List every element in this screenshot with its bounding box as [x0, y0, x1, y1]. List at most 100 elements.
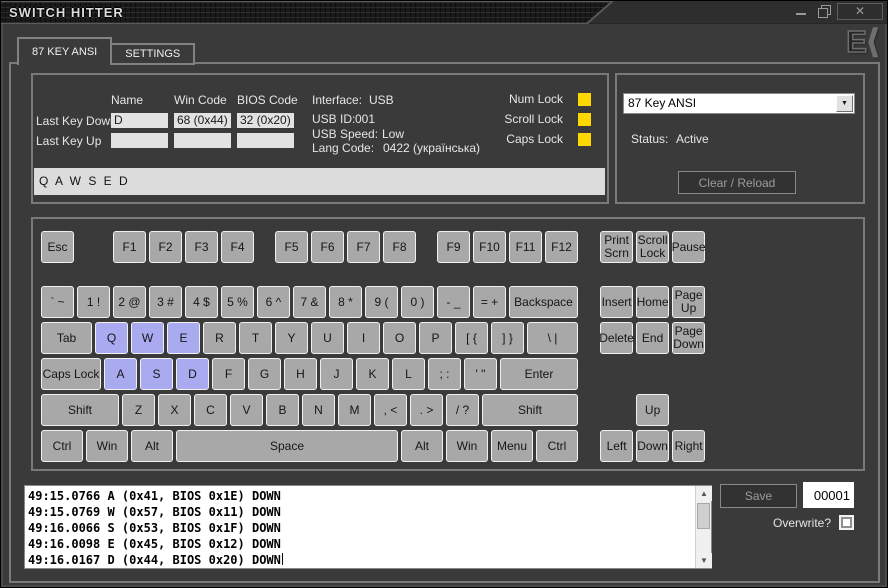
- overwrite-checkbox[interactable]: [839, 515, 854, 530]
- key-j: J: [320, 358, 353, 390]
- key-bracket-left: [ {: [455, 322, 488, 354]
- key-1: 1 !: [77, 286, 110, 318]
- tab-87-key-ansi[interactable]: 87 KEY ANSI: [17, 37, 113, 65]
- key-page-down: Page Down: [672, 322, 706, 354]
- key-space: Space: [176, 430, 398, 462]
- save-button[interactable]: Save: [720, 484, 797, 508]
- key-0: 0 ): [401, 286, 434, 318]
- key-6: 6 ^: [257, 286, 290, 318]
- key-slash: / ?: [446, 394, 479, 426]
- scrollbar-thumb[interactable]: [697, 503, 710, 529]
- last-key-down-name-field: D: [111, 113, 168, 128]
- key-alt: Alt: [131, 430, 173, 462]
- key-l: L: [392, 358, 425, 390]
- key-f7: F7: [347, 231, 380, 263]
- key-n: N: [302, 394, 335, 426]
- key-pause: Pause: [672, 231, 706, 263]
- key-enter: Enter: [500, 358, 578, 390]
- clear-reload-button[interactable]: Clear / Reload: [678, 171, 796, 194]
- key-backslash: \ |: [527, 322, 578, 354]
- key-m: M: [338, 394, 371, 426]
- minimize-button[interactable]: [789, 3, 813, 20]
- key-backtick: ` ~: [41, 286, 74, 318]
- last-key-up-win-field: [174, 133, 231, 148]
- key-8: 8 *: [329, 286, 362, 318]
- caps-lock-label: Caps Lock: [506, 132, 563, 146]
- log-line: 49:16.0066 S (0x53, BIOS 0x1F) DOWN: [28, 521, 281, 535]
- key-y: Y: [275, 322, 308, 354]
- key-k: K: [356, 358, 389, 390]
- layout-dropdown[interactable]: 87 Key ANSI ▼: [623, 93, 855, 114]
- key-9: 9 (: [365, 286, 398, 318]
- logo-chevron-icon: ⟨: [866, 24, 880, 60]
- key-ctrl-right: Ctrl: [536, 430, 578, 462]
- key-minus: - _: [437, 286, 470, 318]
- key-f: F: [212, 358, 245, 390]
- key-period: . >: [410, 394, 443, 426]
- key-quote: ' ": [464, 358, 497, 390]
- caps-lock-indicator: [578, 132, 591, 146]
- usb-speed-value: Low: [382, 127, 405, 141]
- key-i: I: [347, 322, 380, 354]
- key-down: Down: [636, 430, 670, 462]
- key-f2: F2: [149, 231, 182, 263]
- text-caret: [281, 553, 283, 565]
- close-icon: ✕: [854, 4, 866, 18]
- usb-speed-label: USB Speed:: [312, 127, 379, 141]
- column-header-name: Name: [111, 93, 144, 107]
- key-f3: F3: [185, 231, 218, 263]
- scroll-down-icon[interactable]: ▼: [696, 553, 712, 568]
- scroll-up-icon[interactable]: ▲: [696, 486, 712, 501]
- num-lock-indicator: [578, 92, 591, 106]
- status-label: Status:: [631, 132, 669, 146]
- key-f12: F12: [545, 231, 578, 263]
- keyboard: Esc F1 F2 F3 F4 F5 F6 F7 F8 F9 F10 F11 F12 Print Scrn…: [31, 217, 865, 471]
- status-value: Active: [676, 132, 709, 146]
- last-key-up-name-field: [111, 133, 168, 148]
- key-right: Right: [672, 430, 706, 462]
- key-w: W: [131, 322, 164, 354]
- key-insert: Insert: [600, 286, 634, 318]
- key-4: 4 $: [185, 286, 218, 318]
- key-shift: Shift: [41, 394, 119, 426]
- close-button[interactable]: ✕: [837, 2, 883, 20]
- key-semicolon: ; :: [428, 358, 461, 390]
- key-bracket-right: ] }: [491, 322, 524, 354]
- key-f1: F1: [113, 231, 146, 263]
- key-f10: F10: [473, 231, 506, 263]
- usb-id-value: 001: [355, 112, 376, 126]
- key-d: D: [176, 358, 209, 390]
- key-menu: Menu: [491, 430, 533, 462]
- scroll-lock-indicator: [578, 112, 591, 126]
- dropdown-arrow-icon[interactable]: ▼: [836, 95, 853, 112]
- title-bar[interactable]: SWITCH HITTER ✕: [1, 1, 887, 24]
- key-delete: Delete: [599, 322, 634, 354]
- log-scrollbar[interactable]: ▲ ▼: [695, 486, 712, 568]
- key-a: A: [104, 358, 137, 390]
- last-key-up-label: Last Key Up: [36, 134, 102, 148]
- key-ctrl: Ctrl: [41, 430, 83, 462]
- key-q: Q: [95, 322, 128, 354]
- restore-button[interactable]: [813, 3, 837, 20]
- typed-text-field[interactable]: Q A W S E D: [34, 168, 605, 195]
- key-alt-right: Alt: [401, 430, 443, 462]
- key-z: Z: [122, 394, 155, 426]
- tab-settings[interactable]: SETTINGS: [112, 43, 196, 65]
- key-f8: F8: [383, 231, 416, 263]
- last-key-down-bios-field: 32 (0x20): [237, 113, 294, 128]
- key-r: R: [203, 322, 236, 354]
- usb-id-label: USB ID:: [312, 112, 356, 126]
- last-key-down-win-field: 68 (0x44): [174, 113, 231, 128]
- save-counter-input[interactable]: [803, 482, 854, 508]
- key-g: G: [248, 358, 281, 390]
- key-info-panel: Name Win Code BIOS Code Last Key Down D …: [31, 73, 609, 204]
- key-h: H: [284, 358, 317, 390]
- layout-dropdown-value: 87 Key ANSI: [628, 96, 697, 110]
- key-o: O: [383, 322, 416, 354]
- last-key-up-bios-field: [237, 133, 294, 148]
- event-log[interactable]: 49:15.0766 A (0x41, BIOS 0x1E) DOWN 49:15…: [24, 485, 712, 569]
- last-key-down-label: Last Key Down: [36, 114, 117, 128]
- key-u: U: [311, 322, 344, 354]
- log-lines: 49:15.0766 A (0x41, BIOS 0x1E) DOWN 49:15…: [28, 488, 693, 568]
